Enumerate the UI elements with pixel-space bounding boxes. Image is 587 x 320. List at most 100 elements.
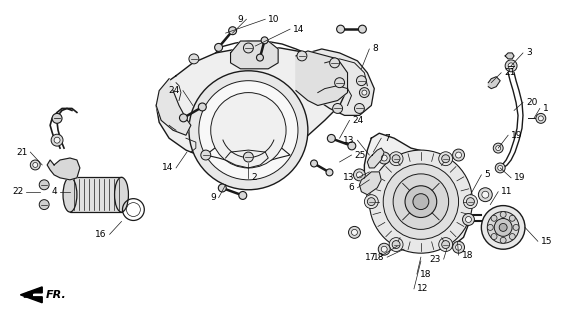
Circle shape [326, 169, 333, 176]
Circle shape [500, 212, 506, 218]
Circle shape [500, 237, 506, 243]
Circle shape [335, 78, 345, 88]
Circle shape [359, 88, 369, 98]
Circle shape [465, 217, 471, 222]
Text: 24: 24 [168, 86, 180, 95]
Circle shape [456, 244, 461, 250]
Circle shape [389, 152, 403, 166]
Text: 19: 19 [511, 131, 522, 140]
Circle shape [239, 191, 247, 199]
Text: 20: 20 [526, 98, 537, 107]
Ellipse shape [114, 177, 129, 212]
Text: 4: 4 [52, 187, 57, 196]
Circle shape [348, 142, 356, 150]
Polygon shape [296, 51, 348, 106]
Circle shape [352, 229, 357, 235]
Circle shape [336, 25, 345, 33]
Circle shape [311, 160, 318, 167]
Circle shape [52, 113, 62, 123]
Polygon shape [21, 287, 42, 303]
Circle shape [438, 238, 453, 252]
Circle shape [356, 172, 362, 178]
Polygon shape [308, 49, 375, 116]
Circle shape [393, 174, 448, 229]
Text: 19: 19 [514, 173, 525, 182]
Circle shape [218, 184, 226, 192]
Circle shape [51, 134, 63, 146]
Circle shape [510, 215, 515, 221]
Circle shape [261, 37, 268, 44]
Circle shape [482, 191, 489, 198]
Circle shape [389, 238, 403, 252]
Text: 22: 22 [12, 187, 23, 196]
Circle shape [257, 54, 264, 61]
Circle shape [211, 92, 286, 168]
Text: 16: 16 [95, 230, 107, 239]
Circle shape [456, 152, 461, 158]
Circle shape [463, 213, 474, 225]
Polygon shape [156, 79, 191, 135]
Circle shape [244, 43, 254, 53]
Circle shape [199, 81, 298, 180]
Circle shape [381, 246, 387, 252]
Circle shape [330, 58, 340, 68]
Text: 2: 2 [251, 173, 257, 182]
Circle shape [478, 188, 492, 202]
Circle shape [536, 113, 546, 123]
Text: 9: 9 [210, 193, 215, 202]
Text: 14: 14 [293, 25, 305, 34]
Circle shape [244, 152, 254, 162]
Circle shape [464, 195, 477, 209]
Text: 5: 5 [484, 170, 490, 180]
Polygon shape [359, 172, 381, 195]
Polygon shape [488, 77, 500, 89]
Circle shape [378, 243, 390, 255]
Circle shape [33, 163, 38, 167]
Circle shape [453, 149, 464, 161]
Circle shape [383, 164, 458, 239]
Text: 21: 21 [504, 68, 515, 77]
Text: 8: 8 [372, 44, 378, 53]
Circle shape [365, 195, 378, 209]
Circle shape [362, 90, 367, 95]
Circle shape [438, 152, 453, 166]
Circle shape [215, 44, 222, 52]
Bar [70, 177, 122, 212]
Polygon shape [47, 158, 80, 180]
Circle shape [328, 134, 335, 142]
Circle shape [498, 165, 502, 171]
Circle shape [505, 60, 517, 72]
Circle shape [349, 227, 360, 238]
Text: 18: 18 [420, 269, 431, 278]
Circle shape [359, 25, 366, 33]
Text: 7: 7 [384, 134, 390, 143]
Circle shape [508, 63, 514, 69]
Text: 1: 1 [543, 104, 549, 113]
Circle shape [441, 155, 450, 163]
Text: 13: 13 [343, 173, 355, 182]
Circle shape [355, 103, 365, 113]
Circle shape [367, 198, 375, 206]
Polygon shape [231, 41, 278, 69]
Circle shape [201, 150, 211, 160]
Circle shape [413, 194, 429, 210]
Circle shape [491, 215, 497, 221]
Polygon shape [365, 133, 470, 249]
Text: FR.: FR. [46, 290, 67, 300]
Text: 13: 13 [343, 136, 355, 145]
Text: 6: 6 [349, 183, 355, 192]
Circle shape [510, 234, 515, 239]
Text: 17: 17 [365, 253, 376, 262]
Circle shape [491, 234, 497, 239]
Circle shape [189, 54, 199, 64]
Circle shape [487, 224, 493, 230]
Circle shape [499, 223, 507, 231]
Polygon shape [156, 47, 348, 162]
Circle shape [494, 219, 512, 236]
Circle shape [441, 241, 450, 249]
Circle shape [353, 169, 365, 181]
Text: 14: 14 [161, 164, 173, 172]
Circle shape [39, 180, 49, 190]
Circle shape [496, 146, 501, 151]
Circle shape [198, 103, 206, 111]
